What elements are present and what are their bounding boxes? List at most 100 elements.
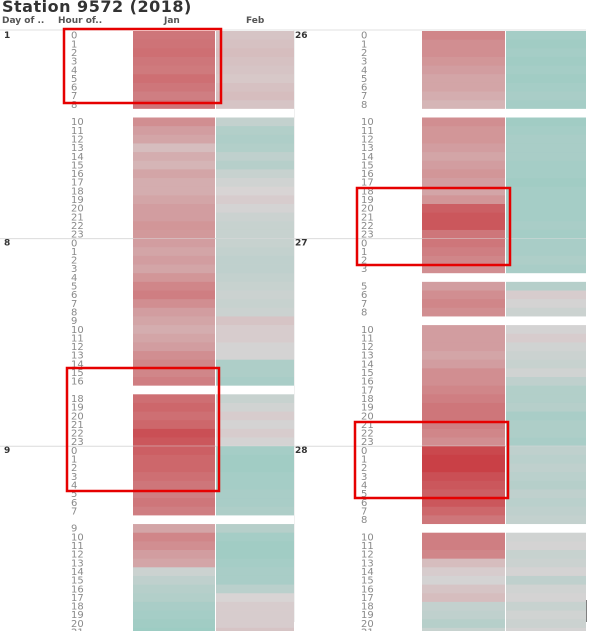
hour-label: 13: [71, 558, 84, 569]
heat-cell-feb: [216, 31, 294, 41]
heat-cell-feb: [506, 454, 586, 464]
heat-cell-feb: [506, 212, 586, 222]
hour-label: 4: [361, 480, 367, 491]
hour-label: 14: [71, 152, 84, 163]
hour-label: 7: [71, 91, 77, 102]
heat-cell-feb: [216, 264, 294, 274]
heat-cell-feb: [506, 143, 586, 153]
heat-cell-feb: [216, 601, 294, 611]
hour-label: 12: [71, 342, 84, 353]
hour-label: 5: [71, 282, 77, 293]
hour-label: 11: [71, 333, 84, 344]
heat-cell-jan: [422, 601, 505, 611]
heat-cell-jan: [133, 489, 215, 499]
header-jan: Jan: [164, 16, 180, 26]
hour-label: 6: [71, 83, 77, 94]
heat-cell-jan: [422, 169, 505, 179]
hour-label: 12: [71, 134, 84, 145]
heat-cell-feb: [506, 437, 586, 447]
heat-cell-feb: [506, 394, 586, 404]
heat-cell-jan: [422, 377, 505, 387]
heat-cell-feb: [216, 610, 294, 620]
heat-cell-feb: [506, 255, 586, 265]
highlight-box: [355, 186, 512, 267]
heat-cell-jan: [422, 152, 505, 162]
heat-cell-feb: [506, 299, 586, 309]
heat-cell-jan: [133, 316, 215, 326]
heat-cell-jan: [422, 428, 505, 438]
hour-label: 3: [71, 264, 77, 275]
heat-cell-feb: [506, 463, 586, 473]
heat-cell-jan: [133, 472, 215, 482]
heat-cell-feb: [216, 100, 294, 110]
hour-label: 4: [361, 65, 367, 76]
heat-cell-jan: [422, 126, 505, 136]
heat-cell-jan: [133, 273, 215, 283]
heat-cell-feb: [506, 247, 586, 257]
heat-cell-feb: [216, 307, 294, 317]
hour-label: 21: [361, 212, 374, 223]
hour-label: 8: [361, 100, 367, 111]
heat-cell-jan: [133, 411, 215, 421]
heat-cell-feb: [216, 558, 294, 568]
gap-row: [133, 108, 294, 118]
heat-cell-feb: [216, 394, 294, 404]
heat-cell-feb: [216, 143, 294, 153]
heat-cell-feb: [216, 48, 294, 58]
heat-cell-feb: [506, 117, 586, 127]
hour-label: 2: [71, 463, 77, 474]
heat-cell-feb: [506, 558, 586, 568]
heat-cell-jan: [422, 195, 505, 205]
heat-cell-feb: [216, 593, 294, 603]
hour-label: 21: [71, 212, 84, 223]
heat-cell-jan: [422, 359, 505, 369]
heat-cell-feb: [216, 541, 294, 551]
hour-label: 23: [71, 437, 84, 448]
heat-cell-jan: [133, 584, 215, 594]
heat-cell-feb: [506, 126, 586, 136]
hour-label: 10: [71, 117, 84, 128]
heat-cell-feb: [506, 100, 586, 110]
hour-label: 2: [71, 48, 77, 59]
hour-label: 23: [361, 437, 374, 448]
hour-label: 13: [71, 143, 84, 154]
heat-cell-feb: [216, 74, 294, 84]
heat-cell-jan: [422, 307, 505, 317]
hour-label: 2: [361, 463, 367, 474]
heat-cell-feb: [216, 160, 294, 170]
hour-label: 1: [71, 247, 77, 258]
hour-label: 14: [71, 359, 84, 370]
hour-label: 0: [71, 31, 77, 42]
heat-cell-jan: [422, 238, 505, 248]
heat-cell-jan: [422, 290, 505, 300]
hour-label: 2: [361, 48, 367, 59]
heat-cell-jan: [133, 238, 215, 248]
heat-cell-jan: [133, 74, 215, 84]
heat-cell-jan: [133, 463, 215, 473]
hour-label: 13: [361, 143, 374, 154]
heat-cell-feb: [216, 377, 294, 387]
hour-label: 20: [71, 411, 84, 422]
heat-cell-jan: [133, 333, 215, 343]
heat-cell-jan: [422, 402, 505, 412]
heat-cell-jan: [422, 480, 505, 490]
heat-cell-feb: [506, 169, 586, 179]
heat-cell-feb: [216, 550, 294, 560]
heat-cell-jan: [422, 342, 505, 352]
hour-label: 7: [71, 299, 77, 310]
hour-label: 18: [71, 394, 84, 405]
heat-cell-feb: [216, 506, 294, 516]
hour-label: 15: [71, 576, 84, 587]
heat-cell-jan: [422, 446, 505, 456]
heat-cell-feb: [216, 619, 294, 629]
hour-label: 21: [361, 628, 374, 631]
hour-label: 17: [361, 385, 374, 396]
hour-label: 2: [71, 256, 77, 267]
hour-label: 6: [361, 498, 367, 509]
heat-cell-jan: [422, 48, 505, 58]
hour-label: 1: [71, 39, 77, 50]
heat-cell-feb: [506, 342, 586, 352]
heat-cell-feb: [216, 351, 294, 361]
hour-label: 16: [361, 169, 374, 180]
heat-cell-feb: [216, 524, 294, 534]
